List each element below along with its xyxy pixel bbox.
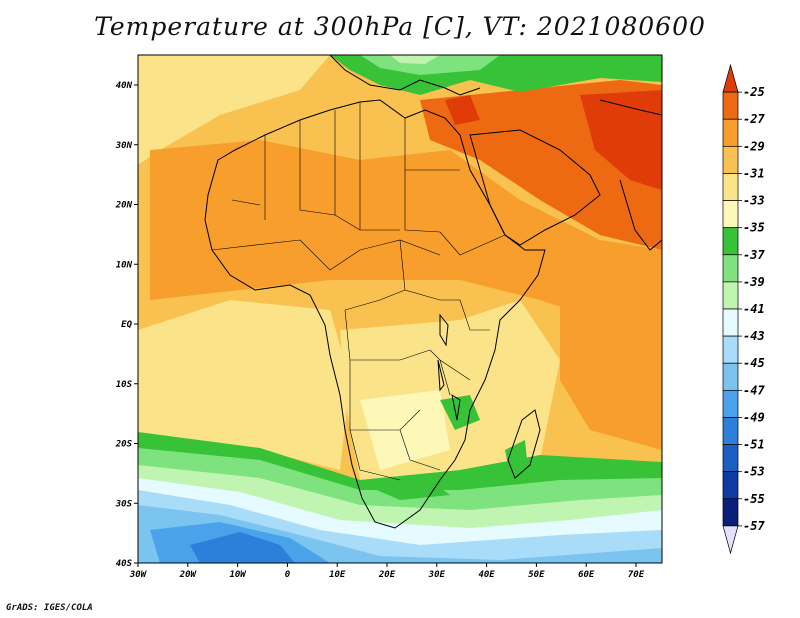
colorbar-label: -47 [743,383,765,397]
lat-tick-label: 30S [115,499,133,509]
lat-tick-label: 20N [115,201,133,211]
lat-tick-label: 10N [116,260,133,270]
credit-text: GrADS: IGES/COLA [6,603,93,613]
colorbar-swatch [722,227,739,256]
lat-tick-label: 20S [115,440,133,450]
colorbar-label: -25 [743,85,765,99]
lon-tick-label: 20W [179,570,198,580]
colorbar-swatch [722,254,739,283]
colorbar-swatch [722,308,739,337]
colorbar-swatch [722,91,739,120]
colorbar-swatch [722,281,739,310]
latitude-labels: 40N 30N 20N 10N EQ 10S 20S 30S 40S [115,81,138,569]
colorbar-swatch [722,498,739,527]
colorbar-label: -53 [743,465,765,479]
lon-tick-label: 30E [428,570,446,580]
colorbar-label: -41 [743,302,765,316]
colorbar-swatch [722,145,739,174]
colorbar-label: -51 [743,438,765,452]
colorbar-label: -55 [743,492,765,506]
map-frame [137,54,663,564]
colorbar-label: -27 [743,112,765,126]
lon-tick-label: 70E [628,570,645,580]
coastlines [204,55,662,529]
colorbar-swatch [722,471,739,500]
lon-tick-label: 50E [528,570,545,580]
colorbar-label: -57 [743,519,765,533]
lat-tick-label: 40N [116,81,133,91]
lon-tick-label: 0 [285,570,291,580]
lon-tick-label: 60E [578,570,595,580]
colorbar-label: -43 [743,329,765,343]
lon-tick-label: 40E [478,570,495,580]
lat-tick-label: 10S [116,380,133,390]
lon-tick-label: 10E [329,570,346,580]
temperature-field [138,55,662,563]
page-title: Temperature at 300hPa [C], VT: 202108060… [94,12,706,41]
lat-tick-label: 30N [115,141,133,151]
colorbar-swatch [722,173,739,201]
colorbar-label: -39 [743,275,765,289]
colorbar-swatch [722,63,739,93]
colorbar-swatch [722,118,739,147]
country-borders [211,102,506,481]
colorbar-swatch [722,417,739,445]
colorbar-swatch [722,200,739,229]
colorbar-label: -49 [743,410,765,424]
colorbar-swatch [722,444,739,473]
colorbar-label: -35 [743,221,765,235]
colorbar-label: -33 [743,194,765,208]
colorbar-swatch [722,389,739,418]
lon-tick-label: 20E [378,570,396,580]
colorbar: -25 -27 -29 -31 -33 -35 -37 -39 -41 -43 -45 -47 -49 -… [722,63,765,555]
colorbar-label: -37 [743,248,765,262]
lat-tick-label: 40S [116,559,133,569]
colorbar-swatch [722,335,739,364]
colorbar-label: -29 [743,139,765,153]
lon-tick-label: 10W [229,570,247,580]
colorbar-label: -45 [743,356,765,370]
lon-tick-label: 30W [129,570,148,580]
longitude-labels: 30W 20W 10W 0 10E 20E 30E 40E 50E 60E 70E [129,563,645,580]
colorbar-swatch [722,525,739,555]
lat-tick-label: EQ [121,320,132,330]
colorbar-label: -31 [743,166,765,180]
colorbar-swatch [722,362,739,391]
